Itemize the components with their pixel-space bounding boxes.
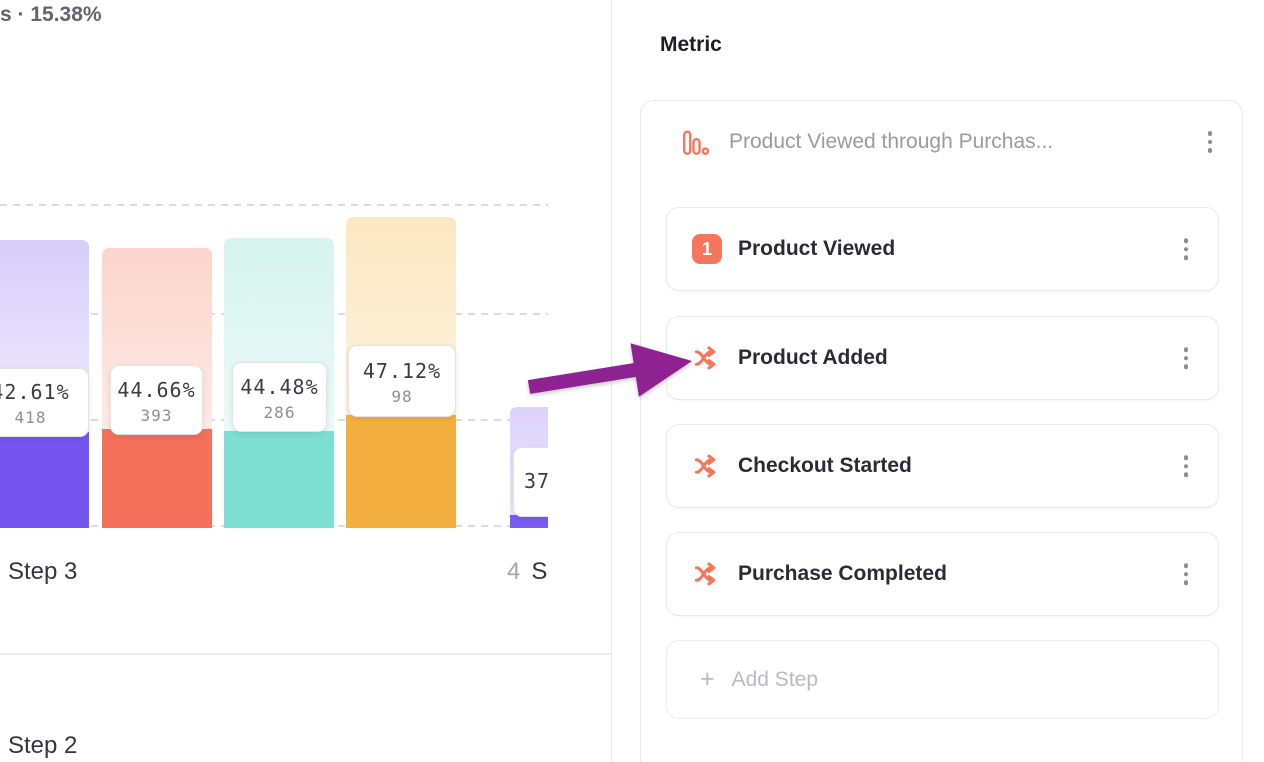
metric-card-header[interactable]: Product Viewed through Purchas...	[641, 101, 1242, 187]
step-more-options-button[interactable]	[1180, 559, 1193, 589]
shuffle-icon	[692, 559, 722, 589]
conversion-count: 393	[140, 405, 173, 425]
funnel-bar-5-converted	[510, 515, 548, 528]
add-step-button[interactable]: + Add Step	[666, 640, 1219, 719]
metric-more-options-button[interactable]	[1204, 127, 1217, 157]
shuffle-icon	[692, 451, 722, 481]
bar-value-tooltip-1: 42.61% 418	[0, 368, 89, 437]
bar-value-tooltip-2: 44.66% 393	[110, 365, 203, 435]
next-step-group-text: S	[531, 558, 548, 585]
gridline	[0, 204, 548, 206]
conversion-count: 418	[14, 408, 47, 427]
funnel-bar-4-converted	[346, 415, 456, 528]
step-card-product-viewed[interactable]: 1 Product Viewed	[666, 207, 1219, 291]
section-divider	[0, 653, 612, 655]
conversion-count: 286	[263, 402, 296, 422]
step-card-purchase-completed[interactable]: Purchase Completed	[666, 532, 1219, 616]
step-more-options-button[interactable]	[1180, 234, 1193, 264]
step-group-label: Step 3	[8, 558, 78, 585]
conversion-pct: 44.66%	[117, 377, 196, 402]
chart-title-fragment: s · 15.38%	[0, 3, 102, 26]
metric-card: Product Viewed through Purchas... 1 Prod…	[640, 100, 1243, 762]
step-card-product-added[interactable]: Product Added	[666, 316, 1219, 400]
shuffle-icon	[692, 343, 722, 373]
panel-heading: Metric	[660, 33, 722, 56]
bar-value-tooltip-5: 37	[513, 447, 548, 517]
metric-title: Product Viewed through Purchas...	[729, 130, 1054, 153]
step-card-checkout-started[interactable]: Checkout Started	[666, 424, 1219, 508]
step-label: Checkout Started	[738, 454, 912, 477]
funnel-bar-2-converted	[102, 429, 212, 528]
conversion-count: 98	[391, 386, 413, 406]
funnel-plot: 42.61% 418 44.66% 393 44.48% 286 47.12% …	[0, 0, 548, 762]
funnel-chart-area: s · 15.38% 42	[0, 0, 612, 762]
conversion-pct: 42.61%	[0, 380, 70, 404]
step-more-options-button[interactable]	[1180, 451, 1193, 481]
conversion-pct: 37	[524, 469, 548, 493]
funnel-bar-1-converted	[0, 432, 89, 528]
next-step-group-number: 4	[507, 558, 521, 585]
add-step-label: Add Step	[731, 667, 819, 691]
step-label: Purchase Completed	[738, 562, 947, 585]
metric-panel: Metric Product Viewed through Purchas...…	[612, 0, 1264, 762]
conversion-pct: 44.48%	[240, 374, 319, 399]
funnel-metric-icon	[681, 129, 710, 157]
conversion-pct: 47.12%	[362, 358, 442, 383]
step-label: Product Added	[738, 346, 888, 369]
step-more-options-button[interactable]	[1180, 343, 1193, 373]
plus-icon: +	[700, 665, 715, 693]
funnel-bar-3-converted	[224, 431, 334, 528]
step-number-badge: 1	[692, 234, 722, 264]
bar-value-tooltip-3: 44.48% 286	[232, 362, 327, 432]
step-label: Product Viewed	[738, 237, 896, 260]
bar-value-tooltip-4: 47.12% 98	[348, 345, 456, 417]
below-section-label: Step 2	[8, 732, 78, 759]
